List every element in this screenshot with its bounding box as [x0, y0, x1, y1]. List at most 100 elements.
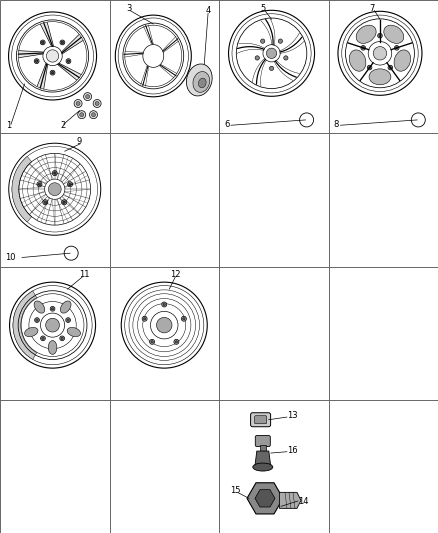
Polygon shape — [255, 490, 275, 507]
Circle shape — [396, 47, 398, 49]
Circle shape — [269, 66, 274, 70]
Circle shape — [266, 48, 277, 59]
Circle shape — [42, 337, 44, 340]
Circle shape — [163, 303, 166, 306]
Circle shape — [48, 183, 61, 196]
Wedge shape — [13, 291, 37, 359]
Text: 6: 6 — [224, 120, 230, 129]
Circle shape — [181, 316, 187, 321]
Circle shape — [395, 45, 399, 50]
Circle shape — [362, 47, 364, 49]
Circle shape — [38, 183, 41, 185]
Text: 11: 11 — [79, 270, 89, 279]
Polygon shape — [40, 22, 53, 46]
Circle shape — [389, 67, 392, 69]
Circle shape — [378, 34, 382, 38]
Circle shape — [183, 318, 185, 320]
Circle shape — [261, 39, 265, 43]
Text: 8: 8 — [333, 120, 339, 129]
Circle shape — [35, 60, 38, 62]
Circle shape — [361, 45, 365, 50]
Circle shape — [43, 200, 48, 205]
Polygon shape — [260, 445, 266, 451]
Ellipse shape — [253, 463, 273, 471]
Circle shape — [255, 56, 259, 60]
Circle shape — [67, 319, 69, 321]
Text: 13: 13 — [287, 411, 297, 421]
Circle shape — [66, 59, 71, 63]
Circle shape — [92, 112, 95, 117]
Ellipse shape — [356, 25, 376, 43]
Text: 10: 10 — [5, 254, 15, 262]
Circle shape — [142, 316, 147, 321]
Text: 3: 3 — [126, 4, 131, 13]
Ellipse shape — [384, 25, 404, 43]
Polygon shape — [37, 63, 48, 88]
Ellipse shape — [193, 71, 210, 92]
Circle shape — [60, 336, 64, 341]
Circle shape — [61, 337, 64, 340]
Ellipse shape — [34, 301, 45, 313]
Circle shape — [95, 101, 99, 106]
Circle shape — [40, 40, 45, 45]
Circle shape — [78, 111, 86, 119]
Polygon shape — [247, 483, 283, 514]
Text: 1: 1 — [6, 121, 11, 130]
Text: 9: 9 — [77, 137, 82, 146]
Ellipse shape — [25, 327, 38, 337]
Circle shape — [379, 35, 381, 37]
Text: 2: 2 — [60, 121, 65, 130]
Circle shape — [52, 171, 57, 176]
Circle shape — [46, 318, 60, 332]
Circle shape — [62, 200, 67, 205]
FancyBboxPatch shape — [254, 416, 267, 424]
Circle shape — [76, 101, 80, 106]
Polygon shape — [19, 51, 44, 58]
Circle shape — [63, 201, 66, 204]
Circle shape — [151, 341, 153, 343]
Circle shape — [156, 317, 172, 333]
Circle shape — [143, 318, 146, 320]
Circle shape — [175, 341, 177, 343]
Circle shape — [80, 112, 84, 117]
Circle shape — [42, 41, 44, 44]
Circle shape — [367, 65, 372, 70]
Circle shape — [67, 182, 73, 187]
Circle shape — [174, 340, 179, 344]
Text: 15: 15 — [230, 486, 240, 495]
Ellipse shape — [67, 327, 81, 337]
Circle shape — [61, 41, 64, 44]
Wedge shape — [12, 157, 32, 222]
Circle shape — [50, 306, 55, 311]
Circle shape — [41, 336, 45, 341]
Circle shape — [284, 56, 288, 60]
Circle shape — [162, 302, 167, 307]
Text: 14: 14 — [298, 497, 308, 506]
Ellipse shape — [198, 78, 206, 88]
Circle shape — [53, 172, 56, 174]
Polygon shape — [61, 35, 83, 54]
Circle shape — [37, 182, 42, 187]
Polygon shape — [279, 492, 301, 508]
Circle shape — [35, 318, 39, 322]
FancyBboxPatch shape — [251, 413, 271, 427]
Text: 5: 5 — [261, 4, 266, 13]
Circle shape — [51, 71, 54, 74]
Ellipse shape — [394, 50, 411, 71]
Text: 7: 7 — [369, 4, 374, 13]
Polygon shape — [57, 63, 81, 80]
Polygon shape — [255, 451, 271, 467]
Circle shape — [278, 39, 283, 43]
Ellipse shape — [48, 341, 57, 354]
Text: 16: 16 — [287, 446, 297, 455]
Circle shape — [89, 111, 98, 119]
Circle shape — [66, 318, 71, 322]
Circle shape — [388, 65, 392, 70]
Ellipse shape — [60, 301, 71, 313]
Circle shape — [34, 59, 39, 63]
Ellipse shape — [187, 64, 212, 96]
Circle shape — [93, 100, 101, 108]
Circle shape — [60, 40, 65, 45]
Ellipse shape — [349, 50, 366, 71]
Circle shape — [373, 46, 387, 60]
